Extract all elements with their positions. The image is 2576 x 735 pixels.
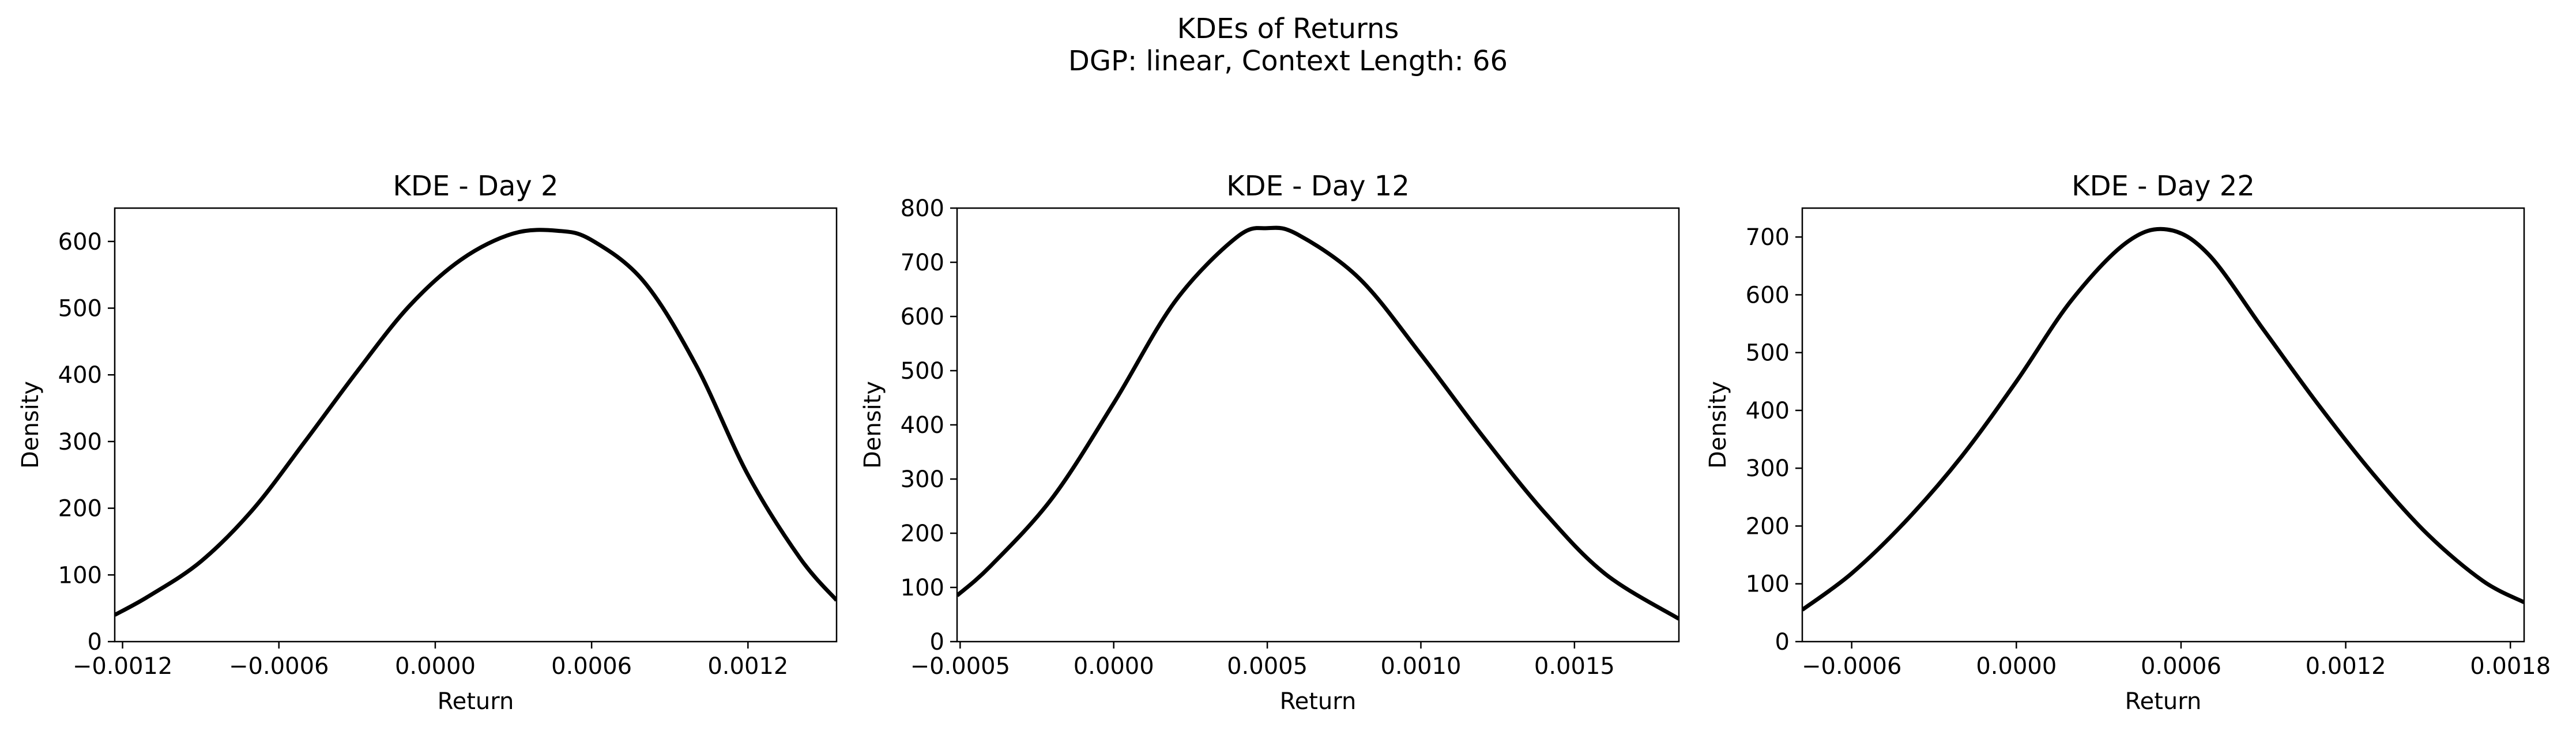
kde-curve [957, 225, 1679, 621]
y-tick-label: 400 [901, 412, 944, 439]
y-tick-label: 0 [1775, 629, 1790, 655]
x-tick-label: 0.0000 [1074, 653, 1154, 680]
x-tick-label: 0.0000 [395, 653, 476, 680]
y-tick-label: 400 [58, 362, 102, 389]
y-tick-label: 300 [58, 429, 102, 455]
y-tick-label: 800 [901, 195, 944, 222]
x-tick-label: 0.0012 [2306, 653, 2386, 680]
y-tick-label: 600 [1746, 282, 1790, 308]
x-tick-label: −0.0006 [229, 653, 329, 680]
y-tick-label: 100 [58, 562, 102, 589]
figure-title: KDEs of Returns [1177, 13, 1399, 45]
y-tick-label: 500 [1746, 340, 1790, 367]
x-tick-label: −0.0006 [1802, 653, 1901, 680]
x-axis-label: Return [1280, 688, 1357, 715]
subplot-title: KDE - Day 22 [2072, 170, 2255, 202]
subplot-day-2: −0.0005 0.0000 0.0005 0.0010 0.0015 0 100 200 30… [860, 170, 1680, 715]
subplot-title: KDE - Day 2 [393, 170, 558, 202]
y-tick-label: 100 [901, 575, 944, 601]
x-tick-label: 0.0018 [2470, 653, 2551, 680]
y-axis-label: Density [17, 381, 44, 469]
y-tick-label: 500 [901, 358, 944, 385]
x-tick-label: −0.0005 [910, 653, 1010, 680]
subplot-day-1: −0.0012 −0.0006 0.0000 0.0006 0.0012 0 100 200 3… [17, 170, 838, 715]
y-tick-label: 100 [1746, 571, 1790, 598]
x-tick-label: 0.0010 [1380, 653, 1461, 680]
y-tick-label: 300 [1746, 455, 1790, 482]
y-tick-label: 200 [58, 496, 102, 522]
subplot-title: KDE - Day 12 [1226, 170, 1410, 202]
x-tick-label: −0.0012 [73, 653, 172, 680]
y-tick-label: 600 [58, 229, 102, 255]
y-tick-label: 200 [901, 521, 944, 547]
kde-curve [1802, 227, 2524, 612]
subplot-day-3: −0.0006 0.0000 0.0006 0.0012 0.0018 0 100 200 30… [1705, 170, 2551, 715]
y-tick-label: 200 [1746, 513, 1790, 540]
axes-frame [114, 207, 838, 643]
kde-curve [115, 228, 837, 617]
y-tick-label: 0 [930, 629, 944, 655]
y-tick-label: 400 [1746, 398, 1790, 424]
y-tick-label: 700 [901, 250, 944, 276]
x-tick-label: 0.0006 [2141, 653, 2221, 680]
y-tick-label: 500 [58, 296, 102, 322]
x-tick-label: 0.0000 [1976, 653, 2057, 680]
x-axis-label: Return [438, 688, 514, 715]
y-tick-label: 300 [901, 466, 944, 493]
figure-subtitle: DGP: linear, Context Length: 66 [1068, 45, 1508, 77]
y-axis-label: Density [1705, 381, 1731, 469]
x-axis-label: Return [2125, 688, 2202, 715]
subplot-panels: −0.0012 −0.0006 0.0000 0.0006 0.0012 0 100 200 3… [17, 170, 2551, 715]
y-axis-label: Density [860, 381, 886, 469]
x-tick-label: 0.0006 [551, 653, 632, 680]
x-tick-label: 0.0005 [1227, 653, 1308, 680]
axes-frame [1801, 207, 2525, 643]
y-tick-label: 600 [901, 304, 944, 330]
x-tick-label: 0.0012 [707, 653, 788, 680]
x-tick-label: 0.0015 [1534, 653, 1615, 680]
y-tick-label: 700 [1746, 224, 1790, 251]
y-tick-label: 0 [88, 629, 102, 655]
